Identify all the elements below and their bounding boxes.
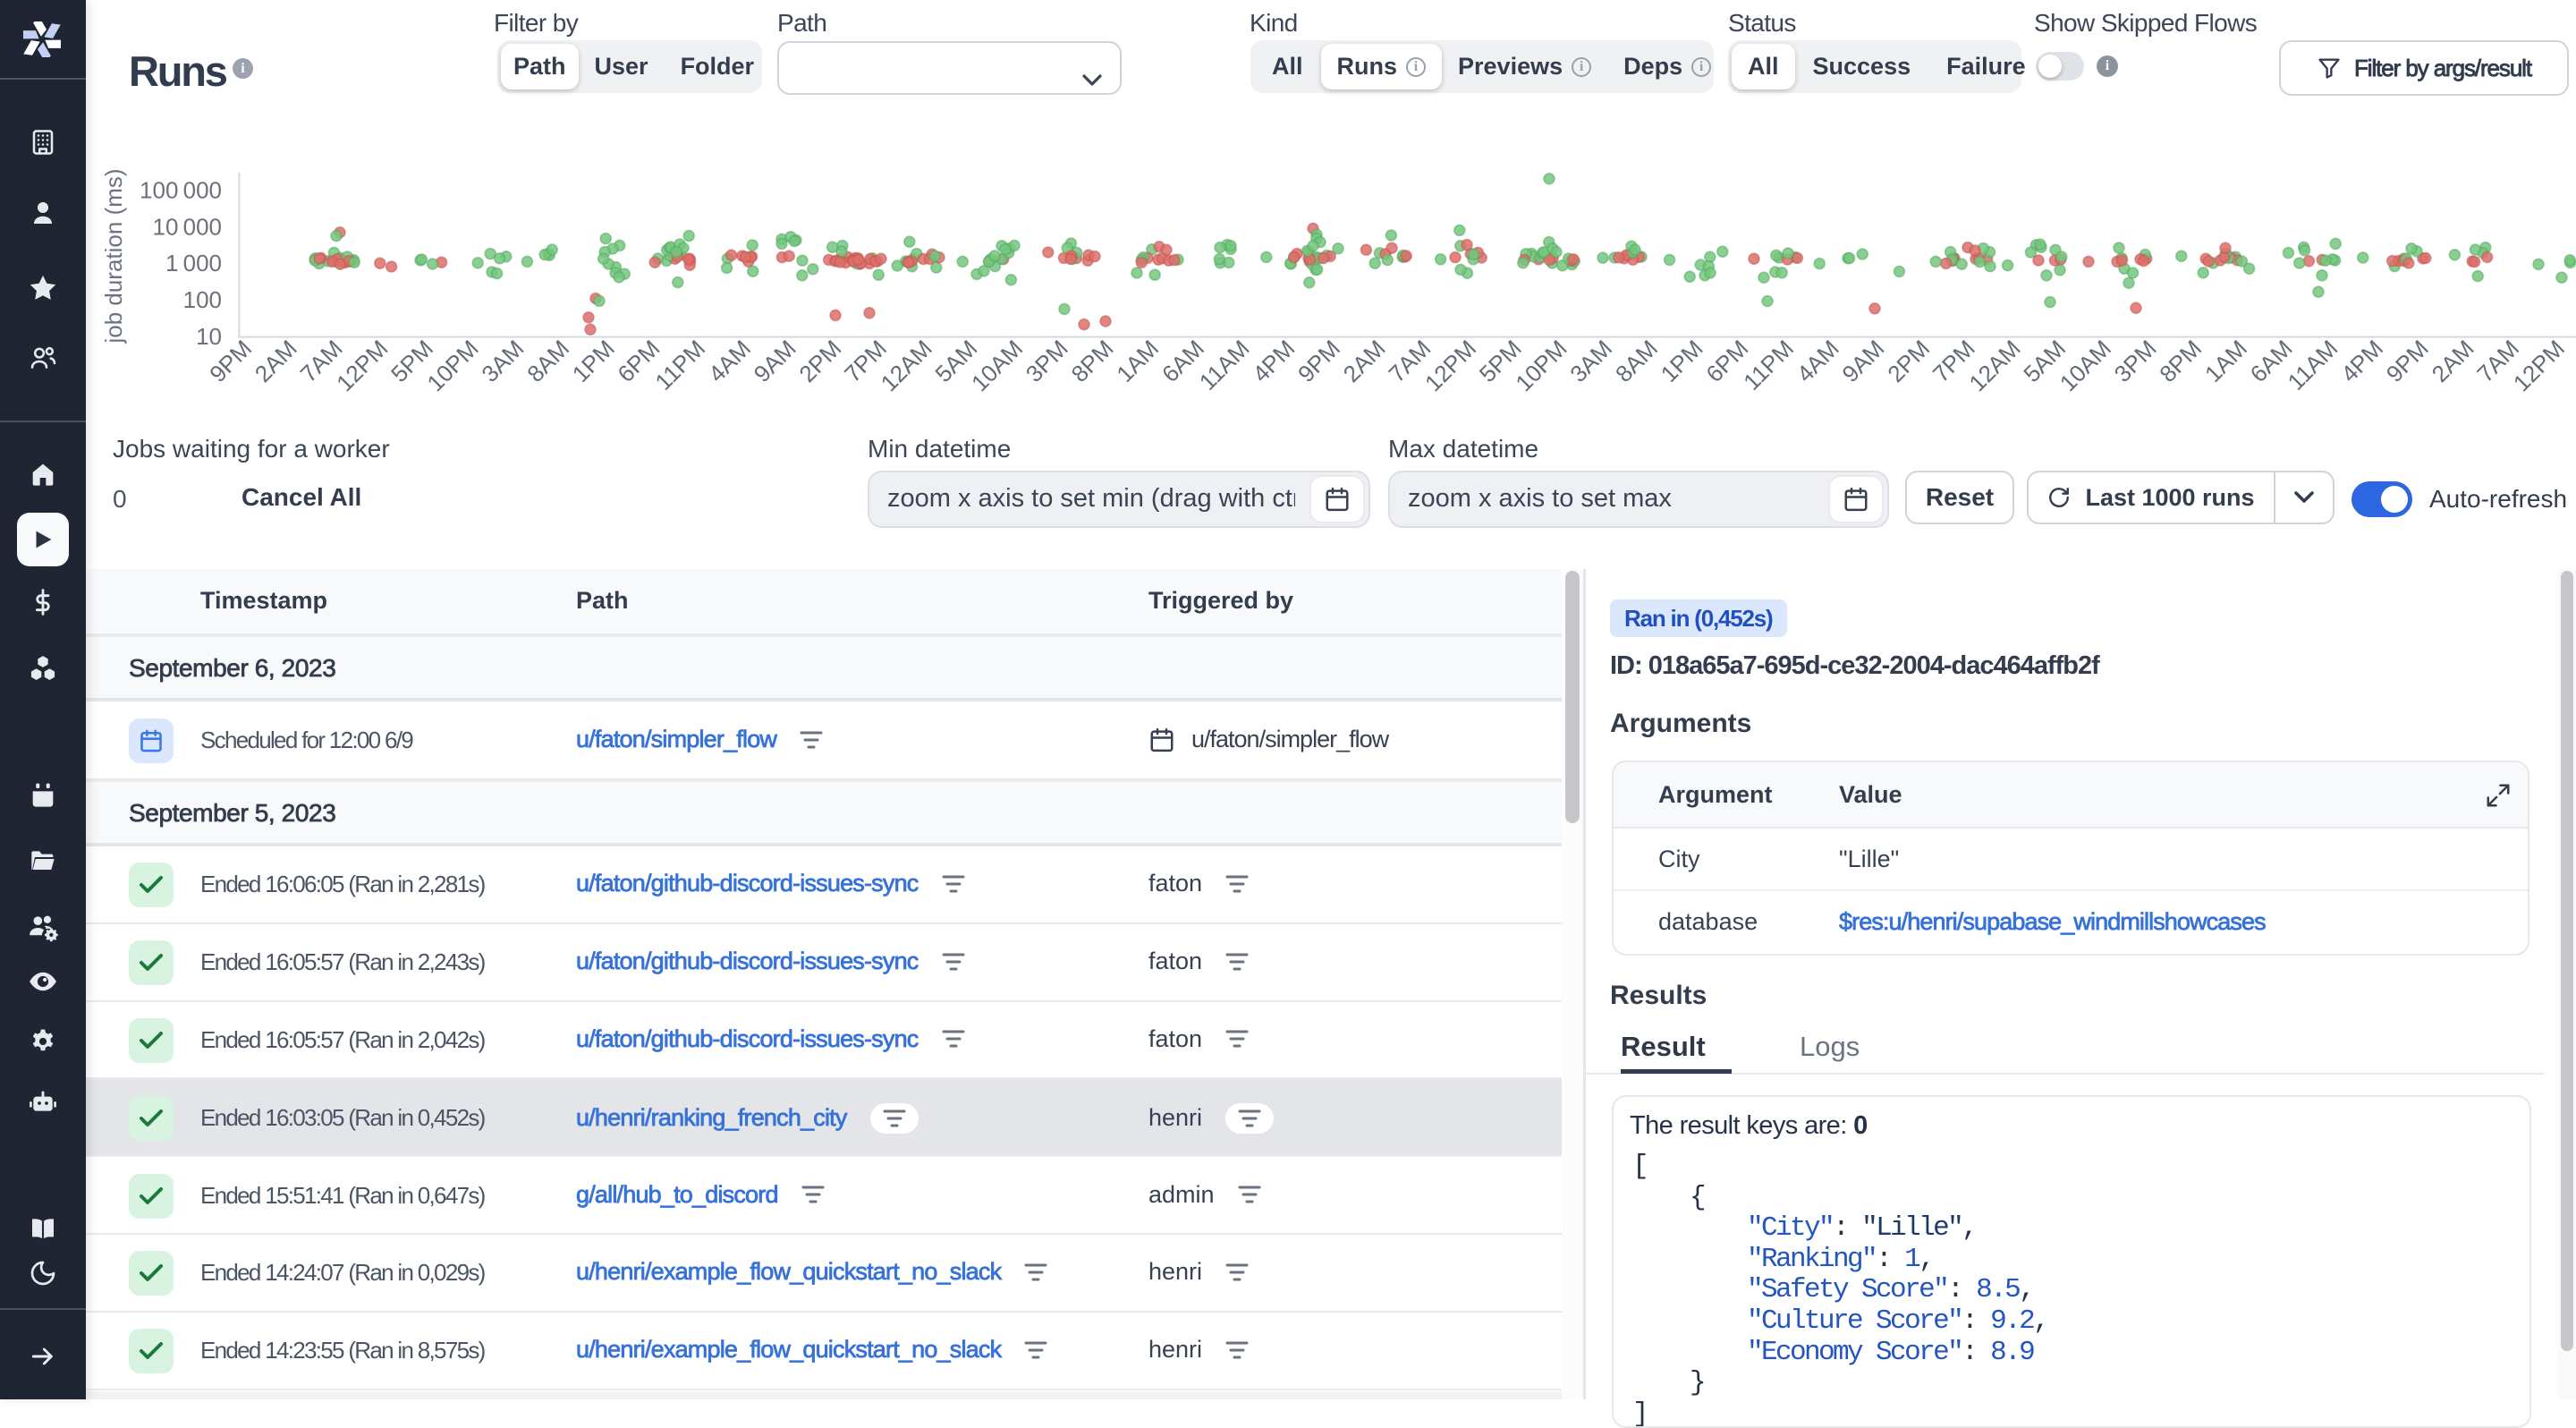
svg-text:1PM: 1PM: [1656, 335, 1708, 387]
svg-text:1PM: 1PM: [567, 335, 620, 387]
svg-text:10AM: 10AM: [2055, 335, 2116, 396]
svg-text:11AM: 11AM: [1194, 335, 1255, 395]
svg-text:9AM: 9AM: [749, 335, 801, 387]
svg-text:9AM: 9AM: [1836, 335, 1889, 387]
svg-text:3AM: 3AM: [1564, 335, 1617, 387]
svg-text:2PM: 2PM: [1882, 335, 1935, 387]
svg-text:3PM: 3PM: [2109, 335, 2162, 387]
svg-text:8AM: 8AM: [1610, 335, 1663, 387]
svg-text:job duration (ms): job duration (ms): [100, 168, 127, 344]
svg-text:10: 10: [196, 323, 222, 350]
svg-text:3PM: 3PM: [1021, 335, 1073, 387]
svg-text:3AM: 3AM: [476, 335, 529, 387]
svg-text:100 000: 100 000: [140, 176, 222, 203]
svg-text:2AM: 2AM: [2427, 335, 2479, 387]
svg-text:2AM: 2AM: [250, 335, 302, 387]
svg-text:11PM: 11PM: [1738, 335, 1799, 395]
svg-text:1AM: 1AM: [2199, 335, 2252, 387]
svg-text:1 000: 1 000: [165, 250, 222, 276]
svg-text:4PM: 4PM: [1247, 335, 1300, 387]
svg-text:2AM: 2AM: [1338, 335, 1391, 387]
svg-text:12AM: 12AM: [876, 335, 937, 396]
svg-text:10PM: 10PM: [421, 335, 483, 396]
svg-text:9PM: 9PM: [2381, 335, 2434, 387]
svg-text:10PM: 10PM: [1510, 335, 1572, 396]
svg-text:8PM: 8PM: [2154, 335, 2207, 387]
svg-text:11PM: 11PM: [649, 335, 710, 395]
svg-text:8AM: 8AM: [521, 335, 574, 387]
svg-text:1AM: 1AM: [1111, 335, 1164, 387]
svg-text:12PM: 12PM: [331, 335, 393, 396]
svg-text:11AM: 11AM: [2283, 335, 2343, 395]
svg-text:4AM: 4AM: [703, 335, 756, 387]
svg-text:12PM: 12PM: [1419, 335, 1481, 396]
svg-text:100: 100: [183, 286, 222, 313]
svg-text:12PM: 12PM: [2508, 335, 2570, 396]
svg-text:9PM: 9PM: [1292, 335, 1345, 387]
svg-text:2PM: 2PM: [793, 335, 846, 387]
svg-text:10AM: 10AM: [966, 335, 1028, 396]
svg-text:4PM: 4PM: [2335, 335, 2388, 387]
svg-text:12AM: 12AM: [1963, 335, 2025, 396]
svg-text:8PM: 8PM: [1066, 335, 1119, 387]
svg-text:4AM: 4AM: [1792, 335, 1844, 387]
svg-text:10 000: 10 000: [152, 213, 222, 240]
